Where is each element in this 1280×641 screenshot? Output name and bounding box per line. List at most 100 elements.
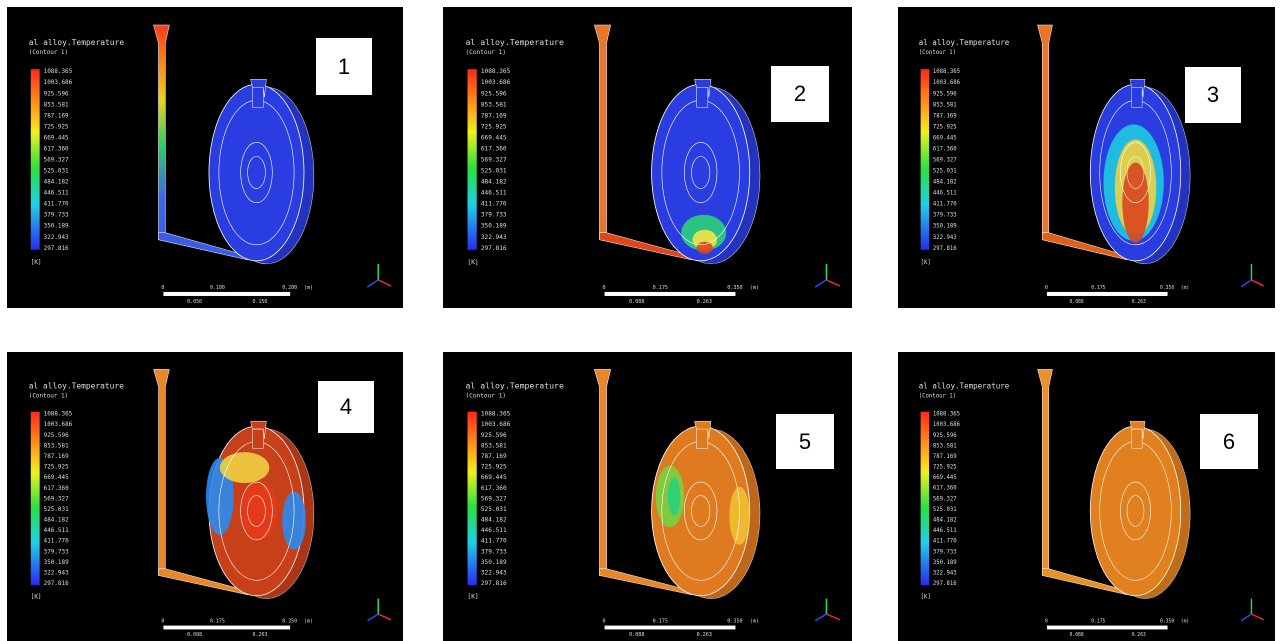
legend-value: 787.169 xyxy=(44,112,69,119)
legend-value: 379.733 xyxy=(481,548,507,555)
legend-value: 617.360 xyxy=(933,486,957,492)
legend-value: 569.327 xyxy=(933,496,957,502)
simulation-panel: al alloy.Temperature(Contour 1)1088.3651… xyxy=(443,352,852,641)
simulation-panel: al alloy.Temperature(Contour 1)1088.3651… xyxy=(443,7,852,308)
legend-value: 297.816 xyxy=(44,581,70,587)
legend-value: 853.581 xyxy=(44,443,70,449)
legend-value: 379.733 xyxy=(933,549,957,555)
legend-value: 569.327 xyxy=(933,157,957,163)
legend-value: 379.733 xyxy=(44,212,69,219)
legend-value: 1003.686 xyxy=(44,422,73,428)
legend-title: al alloy.Temperature xyxy=(29,382,124,391)
scale-label: 0.350 xyxy=(727,285,742,291)
legend-value: 379.733 xyxy=(44,549,70,555)
legend-value: 297.816 xyxy=(481,580,507,587)
legend-value: 525.031 xyxy=(933,168,957,174)
scale-bar xyxy=(1047,292,1168,296)
scale-label: (m) xyxy=(304,619,313,625)
legend-value: 350.189 xyxy=(481,223,507,230)
axis-x xyxy=(826,614,839,620)
legend-value: 617.360 xyxy=(44,486,70,492)
legend-value: 925.596 xyxy=(481,432,507,439)
axis-x xyxy=(1251,614,1263,620)
colorbar xyxy=(921,412,929,585)
legend-value: 787.169 xyxy=(933,113,957,119)
panel-label: 5 xyxy=(776,414,834,469)
axis-z xyxy=(1241,280,1251,287)
legend-subtitle: (Contour 1) xyxy=(29,49,68,56)
legend-value: 669.445 xyxy=(933,475,957,481)
legend-value: 379.733 xyxy=(481,212,507,219)
legend-unit: [K] xyxy=(921,595,931,601)
legend-value: 569.327 xyxy=(44,156,69,163)
scale-label: 0.350 xyxy=(1160,285,1174,291)
legend-value: 322.943 xyxy=(933,570,957,576)
temperature-zone xyxy=(242,482,278,540)
scale-label: 0.088 xyxy=(1070,632,1084,638)
legend-unit: [K] xyxy=(921,260,931,266)
figure: al alloy.Temperature(Contour 1)1088.3651… xyxy=(0,0,1280,641)
legend-value: 322.943 xyxy=(933,235,957,241)
legend-value: 569.327 xyxy=(481,496,507,503)
scale-label: (m) xyxy=(750,285,759,291)
scale-label: 0.175 xyxy=(210,619,225,625)
scale-label: 0.350 xyxy=(282,619,297,625)
scale-label: 0.200 xyxy=(282,285,297,291)
scale-label: 0.263 xyxy=(697,299,712,305)
scale-bar xyxy=(605,292,736,296)
legend-value: 853.581 xyxy=(481,101,507,108)
legend-value: 669.445 xyxy=(44,475,70,481)
colorbar xyxy=(468,69,477,250)
sprue xyxy=(154,369,170,575)
legend-value: 484.182 xyxy=(933,518,957,524)
legend-value: 322.943 xyxy=(44,571,70,577)
legend-value: 297.816 xyxy=(933,581,957,587)
legend-title: al alloy.Temperature xyxy=(465,37,564,47)
legend-value: 925.596 xyxy=(481,90,507,97)
scale-label: (m) xyxy=(1181,619,1189,625)
scale-bar xyxy=(163,626,290,630)
legend-value: 725.925 xyxy=(933,465,957,471)
legend-value: 350.189 xyxy=(481,559,507,566)
legend-value: 925.596 xyxy=(933,433,957,439)
legend-value: 446.511 xyxy=(933,528,957,534)
legend-value: 617.360 xyxy=(933,146,957,152)
legend-value: 525.031 xyxy=(481,506,507,513)
legend-value: 569.327 xyxy=(44,496,70,502)
scale-label: 0 xyxy=(161,285,164,291)
scale-label: (m) xyxy=(750,619,759,625)
legend-value: 446.511 xyxy=(44,190,69,197)
legend-title: al alloy.Temperature xyxy=(919,382,1010,391)
legend-value: 669.445 xyxy=(44,134,69,141)
scale-bar xyxy=(1047,626,1168,630)
disc-face xyxy=(1090,426,1180,596)
legend-value: 350.189 xyxy=(44,223,69,230)
scale-label: 0.263 xyxy=(697,632,712,638)
legend-value: 1003.686 xyxy=(481,79,511,86)
panel-label: 3 xyxy=(1185,67,1241,123)
legend-value: 484.182 xyxy=(44,518,70,524)
legend-value: 725.925 xyxy=(481,464,507,471)
render: al alloy.Temperature(Contour 1)1088.3651… xyxy=(443,7,852,308)
legend-value: 925.596 xyxy=(933,91,957,97)
axis-z xyxy=(815,280,826,287)
scale-label: (m) xyxy=(304,285,313,291)
scale-label: 0 xyxy=(1045,285,1048,291)
legend-unit: [K] xyxy=(468,259,479,266)
render: al alloy.Temperature(Contour 1)1088.3651… xyxy=(443,352,852,641)
legend-value: 617.360 xyxy=(481,485,507,492)
scale-label: 0.088 xyxy=(629,632,644,638)
legend-value: 569.327 xyxy=(481,157,507,164)
legend-value: 411.770 xyxy=(481,201,507,208)
legend-value: 411.770 xyxy=(44,539,70,545)
legend-subtitle: (Contour 1) xyxy=(919,393,956,399)
temperature-zone xyxy=(697,242,713,254)
legend-value: 484.182 xyxy=(481,517,507,524)
legend-value: 925.596 xyxy=(44,433,70,439)
legend-unit: [K] xyxy=(468,594,479,601)
legend-value: 669.445 xyxy=(481,134,507,141)
legend-value: 787.169 xyxy=(933,454,957,460)
legend-value: 1003.686 xyxy=(933,422,961,428)
colorbar xyxy=(31,69,40,250)
scale-label: 0.150 xyxy=(253,299,268,305)
